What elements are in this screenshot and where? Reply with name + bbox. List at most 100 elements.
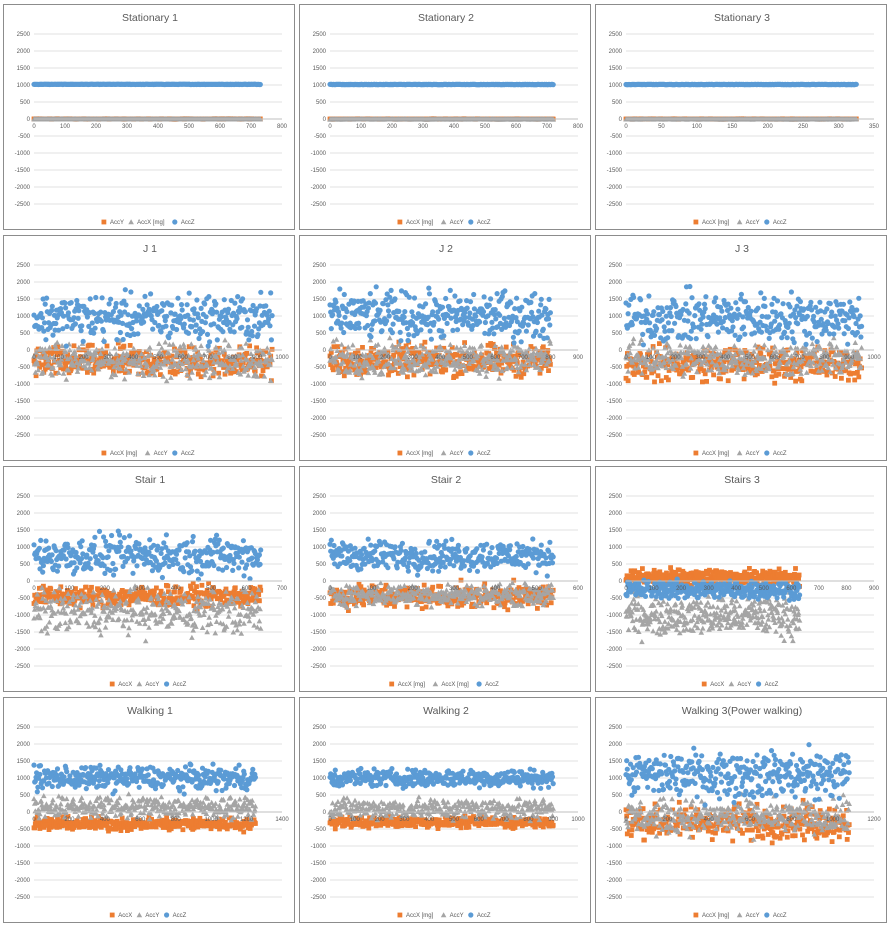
data-point bbox=[531, 346, 537, 352]
data-point bbox=[767, 363, 773, 369]
data-point bbox=[177, 343, 183, 349]
y-tick-label: 500 bbox=[316, 331, 327, 337]
data-point bbox=[226, 343, 232, 349]
data-point bbox=[493, 316, 499, 322]
scatter-chart: Stationary 1-2500-2000-1500-1000-5000500… bbox=[15, 12, 288, 226]
data-point bbox=[769, 374, 775, 380]
x-tick-label: 0 bbox=[328, 355, 332, 361]
data-point bbox=[405, 348, 411, 354]
data-point bbox=[338, 325, 344, 331]
data-point bbox=[793, 378, 798, 384]
data-point bbox=[466, 366, 471, 372]
data-point bbox=[508, 300, 514, 306]
data-point bbox=[177, 351, 183, 357]
data-point bbox=[135, 371, 141, 377]
data-point bbox=[448, 355, 454, 361]
data-point bbox=[220, 329, 226, 335]
data-point bbox=[237, 305, 243, 311]
data-point bbox=[753, 356, 759, 362]
x-tick-label: 300 bbox=[834, 124, 845, 130]
y-tick-label: 1500 bbox=[313, 66, 327, 72]
data-point bbox=[48, 363, 54, 369]
data-point bbox=[536, 308, 542, 314]
data-point bbox=[402, 366, 408, 372]
y-tick-label: 2500 bbox=[17, 32, 31, 38]
data-point bbox=[470, 348, 476, 354]
data-point bbox=[494, 291, 500, 297]
data-point bbox=[462, 351, 468, 357]
data-point bbox=[142, 293, 148, 299]
data-point bbox=[546, 296, 552, 302]
data-point bbox=[136, 303, 142, 309]
data-point bbox=[852, 361, 858, 367]
scatter-chart: Stationary 3-2500-2000-1500-1000-5000500… bbox=[607, 12, 880, 226]
data-point bbox=[182, 349, 188, 355]
data-point bbox=[78, 328, 84, 334]
data-point bbox=[34, 361, 41, 367]
data-point bbox=[42, 366, 48, 372]
data-point bbox=[183, 353, 189, 359]
data-point bbox=[223, 368, 230, 374]
data-point bbox=[54, 339, 60, 345]
y-tick-label: 1000 bbox=[17, 314, 31, 320]
data-point bbox=[702, 371, 708, 377]
x-tick-label: 900 bbox=[573, 355, 584, 361]
data-point bbox=[259, 373, 264, 379]
data-point bbox=[50, 332, 56, 338]
data-point bbox=[623, 355, 630, 361]
legend-label: AccY bbox=[110, 220, 124, 226]
data-point bbox=[189, 324, 195, 330]
data-point bbox=[133, 354, 139, 360]
data-point bbox=[83, 353, 90, 359]
data-point bbox=[85, 370, 90, 375]
data-point bbox=[62, 300, 68, 306]
data-point bbox=[479, 356, 485, 361]
y-tick-label: 2500 bbox=[609, 263, 623, 269]
data-point bbox=[488, 296, 494, 302]
data-point bbox=[213, 301, 219, 307]
data-point bbox=[483, 368, 490, 374]
data-point bbox=[76, 308, 82, 314]
data-point bbox=[836, 366, 842, 372]
data-point bbox=[114, 337, 120, 343]
data-point bbox=[80, 338, 86, 344]
data-point bbox=[68, 300, 74, 306]
data-point bbox=[639, 370, 645, 376]
data-point bbox=[532, 357, 538, 363]
data-point bbox=[441, 333, 447, 339]
data-point bbox=[106, 301, 112, 307]
data-point bbox=[230, 365, 236, 371]
data-point bbox=[453, 373, 459, 379]
data-point bbox=[185, 312, 191, 318]
data-point bbox=[546, 357, 552, 363]
data-point bbox=[701, 368, 707, 373]
data-point bbox=[328, 349, 334, 355]
data-point bbox=[523, 367, 530, 373]
x-tick-label: 0 bbox=[328, 124, 332, 130]
data-point bbox=[452, 293, 458, 299]
data-point bbox=[91, 370, 97, 376]
data-point bbox=[457, 345, 464, 351]
data-point bbox=[188, 341, 195, 347]
data-point bbox=[215, 358, 221, 364]
data-point bbox=[129, 326, 135, 332]
data-point bbox=[461, 362, 467, 368]
y-tick-label: 1000 bbox=[313, 83, 327, 89]
data-point bbox=[807, 356, 812, 362]
data-point bbox=[200, 329, 206, 335]
data-point bbox=[390, 321, 396, 327]
data-point bbox=[186, 290, 192, 296]
y-tick-label: 1500 bbox=[313, 297, 327, 303]
data-point bbox=[528, 299, 534, 305]
data-point bbox=[167, 330, 173, 336]
data-point bbox=[401, 314, 407, 320]
data-point bbox=[231, 329, 237, 335]
data-point bbox=[61, 353, 67, 359]
data-point bbox=[386, 361, 392, 367]
data-point bbox=[167, 369, 173, 375]
data-point bbox=[665, 362, 671, 368]
data-point bbox=[182, 366, 189, 372]
data-point bbox=[57, 359, 63, 365]
data-point bbox=[211, 321, 217, 327]
data-point bbox=[226, 360, 231, 365]
